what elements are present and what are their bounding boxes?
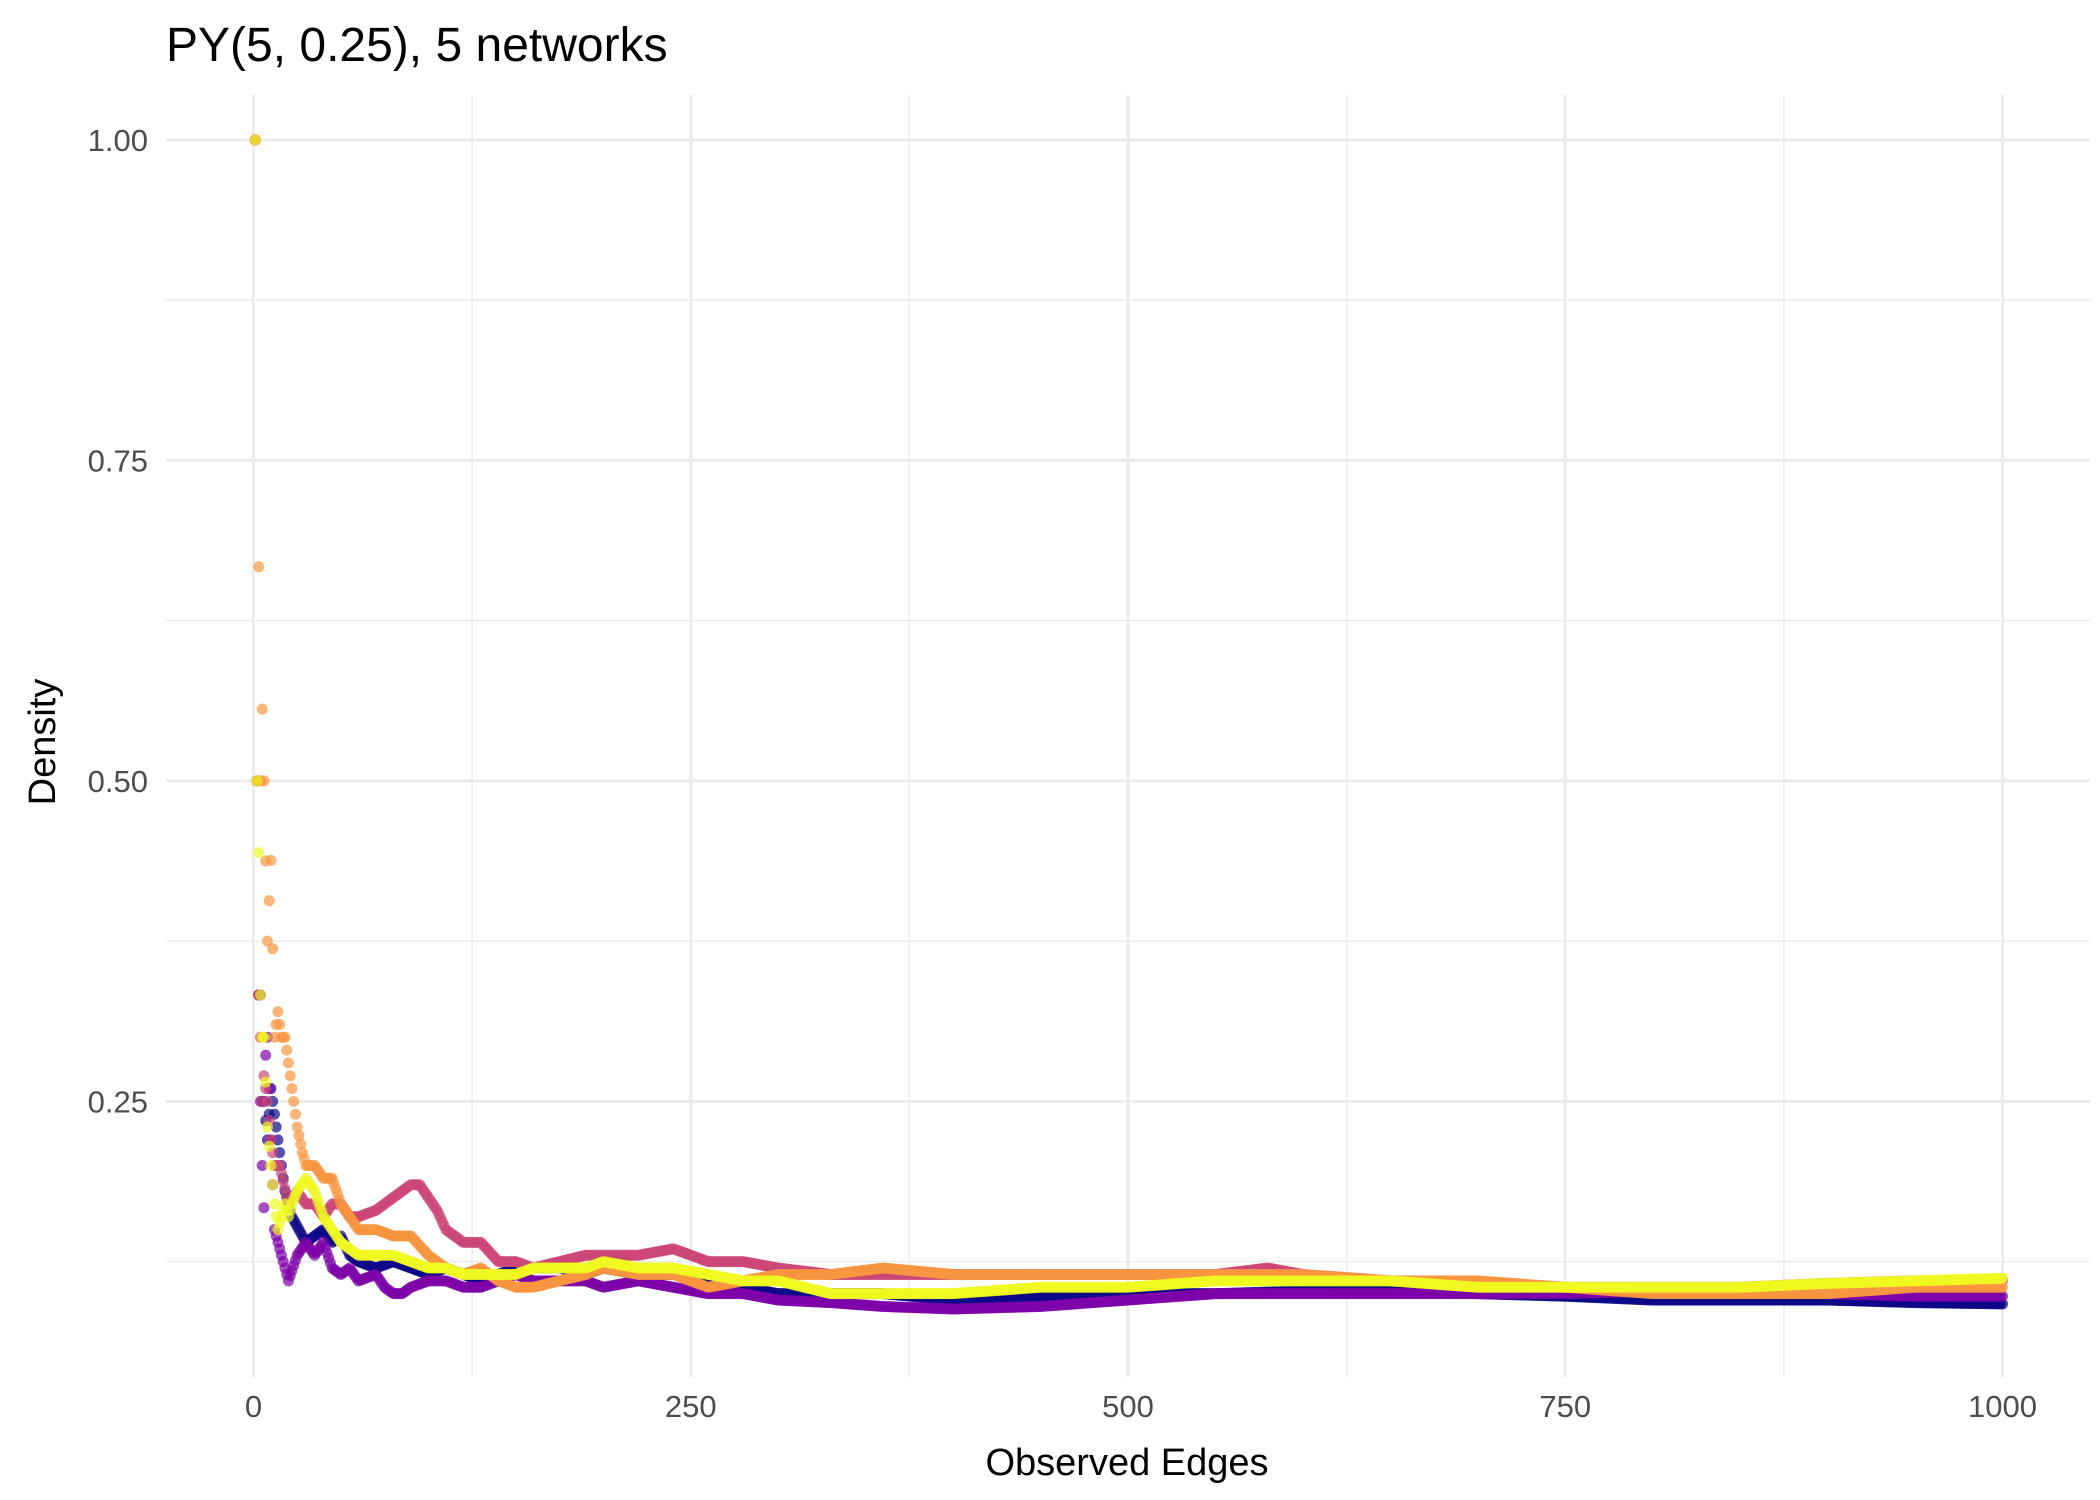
data-point [284, 1070, 296, 1082]
data-point [295, 1138, 307, 1150]
data-point [263, 1140, 275, 1152]
data-point [253, 561, 265, 573]
data-point [274, 1217, 286, 1229]
data-point [261, 935, 273, 947]
data-point [291, 1121, 303, 1133]
data-point [251, 775, 263, 787]
data-point [254, 989, 266, 1001]
data-point [277, 1031, 289, 1043]
data-point [260, 855, 272, 867]
grid-lines [166, 95, 2090, 1377]
data-point [277, 1256, 289, 1268]
data-point [256, 1159, 268, 1171]
data-point [261, 1095, 273, 1107]
data-point [258, 1202, 270, 1214]
data-point [268, 1198, 280, 1210]
data-point [286, 1083, 298, 1095]
data-points [249, 134, 2009, 1315]
data-point [267, 943, 279, 955]
data-point [260, 1076, 272, 1088]
data-point [281, 1044, 293, 1056]
data-point [1995, 1290, 2007, 1302]
data-point [284, 1204, 296, 1216]
data-point [258, 1031, 270, 1043]
data-point [260, 1049, 272, 1061]
data-point [249, 134, 261, 146]
data-point [270, 1121, 282, 1133]
data-point [274, 1243, 286, 1255]
data-point [1995, 1281, 2007, 1293]
data-point [265, 1159, 277, 1171]
data-point [267, 1179, 279, 1191]
data-point [289, 1108, 301, 1120]
data-point [274, 1018, 286, 1030]
data-point [272, 1006, 284, 1018]
data-point [263, 895, 275, 907]
data-point [288, 1095, 300, 1107]
data-point [261, 1121, 273, 1133]
data-point [293, 1130, 305, 1142]
data-point [253, 847, 265, 859]
series-5 [249, 134, 2009, 1300]
chart-title: PY(5, 0.25), 5 networks [166, 19, 668, 72]
data-point [282, 1057, 294, 1069]
data-point [256, 703, 268, 715]
